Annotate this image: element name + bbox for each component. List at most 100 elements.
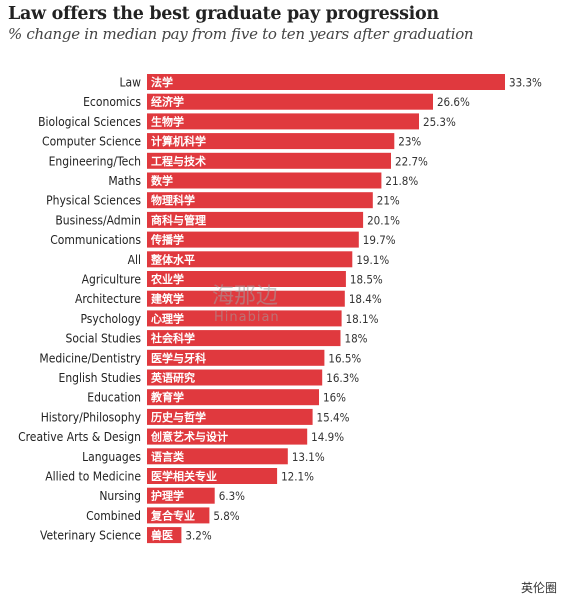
category-label: Architecture xyxy=(75,292,141,306)
bar-inner-label: 教育学 xyxy=(150,390,184,404)
value-label: 13.1% xyxy=(292,450,325,464)
bar xyxy=(147,389,319,406)
category-label: Nursing xyxy=(99,489,141,503)
value-label: 20.1% xyxy=(367,213,400,227)
category-label: Allied to Medicine xyxy=(45,470,141,484)
bar xyxy=(147,507,210,524)
category-label: Languages xyxy=(82,450,141,464)
value-label: 19.7% xyxy=(363,233,396,247)
bar-inner-label: 医学与牙科 xyxy=(151,351,206,365)
bar xyxy=(147,527,182,544)
bar-inner-label: 生物学 xyxy=(151,114,184,128)
bar xyxy=(147,408,313,425)
watermark-subtext: Hinabian xyxy=(214,310,280,325)
value-label: 12.1% xyxy=(281,470,314,484)
bar xyxy=(147,152,391,169)
value-label: 16.3% xyxy=(326,371,359,385)
bar-inner-label: 医学相关专业 xyxy=(151,469,217,483)
bar xyxy=(147,271,346,287)
bar-inner-label: 数学 xyxy=(151,174,173,188)
value-label: 3.2% xyxy=(185,529,211,543)
category-label: Psychology xyxy=(80,312,141,326)
value-label: 21.8% xyxy=(385,174,418,188)
bar-inner-label: 工程与技术 xyxy=(151,154,206,168)
bar xyxy=(147,448,288,465)
bar xyxy=(147,310,342,327)
bar xyxy=(147,487,215,504)
category-label: Business/Admin xyxy=(55,213,141,227)
category-label: Medicine/Dentistry xyxy=(39,351,141,365)
bar-inner-label: 兽医 xyxy=(151,528,173,542)
category-label: Social Studies xyxy=(66,332,142,346)
value-label: 16.5% xyxy=(328,351,361,365)
bar-inner-label: 商科与管理 xyxy=(151,213,206,227)
bar xyxy=(147,349,325,366)
watermark-text: 海那边 xyxy=(212,284,279,309)
bar xyxy=(147,211,364,228)
category-label: Physical Sciences xyxy=(46,194,141,208)
value-label: 18.4% xyxy=(349,292,382,306)
bar xyxy=(147,428,308,445)
bar xyxy=(147,330,341,347)
value-label: 18.1% xyxy=(346,312,379,326)
bar xyxy=(147,93,433,110)
bar-inner-label: 英语研究 xyxy=(150,371,195,385)
value-label: 15.4% xyxy=(317,410,350,424)
bar xyxy=(147,172,382,189)
bar-inner-label: 传播学 xyxy=(150,233,184,247)
category-label: Education xyxy=(87,391,141,405)
bar-inner-label: 历史与哲学 xyxy=(151,410,206,424)
category-label: Communications xyxy=(50,233,141,247)
bar-inner-label: 建筑学 xyxy=(151,292,184,306)
value-label: 16% xyxy=(323,391,346,405)
value-label: 19.1% xyxy=(356,253,389,267)
category-label: Agriculture xyxy=(82,273,142,287)
bar xyxy=(147,290,345,307)
bar xyxy=(147,369,323,386)
chart-subtitle: % change in median pay from five to ten … xyxy=(8,25,474,43)
value-label: 14.9% xyxy=(311,430,344,444)
category-label: English Studies xyxy=(59,371,142,385)
category-label: Veterinary Science xyxy=(40,529,141,543)
bar-inner-label: 物理科学 xyxy=(151,193,195,207)
bar xyxy=(147,251,353,268)
bar xyxy=(147,231,359,248)
value-label: 25.3% xyxy=(423,115,456,129)
watermark-logo: 海那边 Hinabian xyxy=(212,278,280,325)
category-label: Law xyxy=(120,76,142,90)
value-label: 6.3% xyxy=(219,489,245,503)
category-label: Creative Arts & Design xyxy=(18,430,141,444)
bar xyxy=(147,133,395,150)
bar-inner-label: 创意艺术与设计 xyxy=(150,430,228,444)
bar-inner-label: 经济学 xyxy=(151,95,184,109)
category-label: Computer Science xyxy=(42,135,141,149)
bar-inner-label: 整体水平 xyxy=(150,252,195,266)
bar-inner-label: 语言类 xyxy=(151,449,185,463)
value-label: 18.5% xyxy=(350,273,383,287)
bar-inner-label: 农业学 xyxy=(150,272,184,286)
value-label: 26.6% xyxy=(437,95,470,109)
value-label: 21% xyxy=(377,194,400,208)
chart-title: Law offers the best graduate pay progres… xyxy=(8,4,439,24)
category-label: Economics xyxy=(83,95,141,109)
corner-logo: 英伦圈 xyxy=(520,581,557,595)
value-label: 23% xyxy=(398,135,421,149)
bar-inner-label: 复合专业 xyxy=(150,508,195,522)
bar-inner-label: 心理学 xyxy=(151,311,184,325)
value-label: 22.7% xyxy=(395,154,428,168)
value-label: 18% xyxy=(345,332,368,346)
category-label: Engineering/Tech xyxy=(49,154,141,168)
bar xyxy=(147,468,278,484)
bar xyxy=(147,192,373,209)
category-label: Maths xyxy=(108,174,141,188)
category-label: Biological Sciences xyxy=(38,115,141,129)
value-label: 33.3% xyxy=(509,76,542,90)
category-label: All xyxy=(128,253,141,267)
bar xyxy=(147,113,419,130)
value-label: 5.8% xyxy=(213,509,239,523)
bar-inner-label: 计算机科学 xyxy=(151,134,206,148)
bar-inner-label: 法学 xyxy=(151,75,173,89)
category-label: History/Philosophy xyxy=(41,410,142,424)
category-label: Combined xyxy=(86,509,141,523)
